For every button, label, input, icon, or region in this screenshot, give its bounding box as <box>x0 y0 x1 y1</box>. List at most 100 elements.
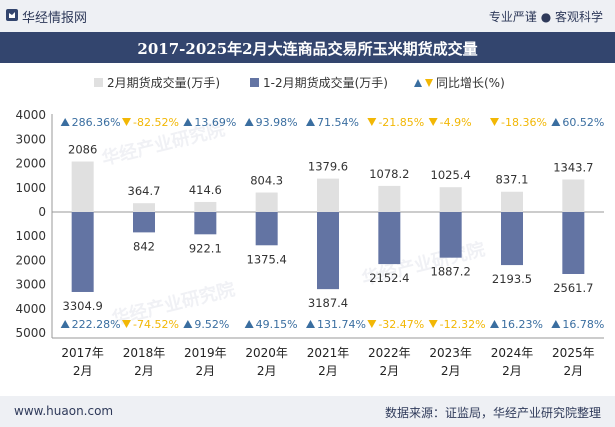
data-label-feb: 1025.4 <box>431 168 471 182</box>
data-label-cum: 2193.5 <box>492 272 532 286</box>
growth-triangle-cum <box>183 320 193 328</box>
data-label-cum: 922.1 <box>189 241 222 255</box>
growth-triangle-feb <box>490 118 499 126</box>
growth-label-feb: 93.98% <box>256 116 298 129</box>
data-label-feb: 804.3 <box>250 174 283 188</box>
legend-up-triangle-icon <box>414 79 422 87</box>
legend-label-feb: 2月期货成交量(万手) <box>107 76 220 90</box>
legend: 2月期货成交量(万手) 1-2月期货成交量(万手) 同比增长(%) <box>0 74 615 92</box>
bar-cum <box>133 212 155 233</box>
growth-triangle-cum <box>428 320 438 328</box>
x-tick-label-year: 2017年 <box>61 346 104 360</box>
y-tick-label: 3000 <box>15 278 46 292</box>
data-label-cum: 3304.9 <box>63 299 103 313</box>
growth-triangle-feb <box>428 118 438 126</box>
legend-swatch-cum <box>250 78 259 87</box>
growth-triangle-feb <box>367 118 377 126</box>
growth-label-cum: -12.32% <box>440 318 486 331</box>
footer-url[interactable]: www.huaon.com <box>14 404 114 418</box>
bar-feb <box>194 201 217 212</box>
x-tick-label-year: 2023年 <box>429 346 472 360</box>
growth-triangle-cum <box>490 320 499 328</box>
chart-title: 2017-2025年2月大连商品交易所玉米期货成交量 <box>137 40 478 58</box>
growth-label-feb: -18.36% <box>501 116 547 129</box>
growth-triangle-cum <box>367 320 377 328</box>
x-tick-label-month: 2月 <box>380 364 400 378</box>
legend-item-growth: 同比增长(%) <box>414 74 505 91</box>
bar-cum <box>378 212 401 265</box>
growth-label-feb: -21.85% <box>378 116 424 129</box>
y-tick-label: 0 <box>38 205 46 219</box>
growth-label-cum: 49.15% <box>256 318 298 331</box>
legend-label-growth: 同比增长(%) <box>436 76 505 90</box>
y-tick-label: 2000 <box>15 253 46 267</box>
growth-triangle-cum <box>551 320 561 328</box>
growth-label-cum: 16.23% <box>501 318 543 331</box>
y-tick-label: 5000 <box>15 326 46 340</box>
growth-triangle-feb <box>244 118 254 126</box>
x-tick-label-year: 2021年 <box>307 346 350 360</box>
y-tick-label: 1000 <box>15 181 46 195</box>
brand-logo-icon <box>6 9 18 21</box>
data-label-feb: 1078.2 <box>369 167 409 181</box>
y-tick-label: 1000 <box>15 229 46 243</box>
growth-label-feb: 286.36% <box>72 116 121 129</box>
legend-swatch-feb <box>94 78 103 87</box>
bar-cum <box>255 212 278 246</box>
y-tick-label: 4000 <box>15 302 46 316</box>
bar-cum <box>71 212 94 292</box>
data-label-feb: 2086 <box>68 143 97 157</box>
x-tick-label-month: 2月 <box>564 364 584 378</box>
bar-feb <box>501 191 523 212</box>
top-bar <box>0 0 615 32</box>
data-label-feb: 837.1 <box>496 173 529 187</box>
legend-item-cum: 1-2月期货成交量(万手) <box>250 74 388 91</box>
legend-down-triangle-icon <box>425 79 433 87</box>
legend-label-cum: 1-2月期货成交量(万手) <box>263 76 388 90</box>
bar-feb <box>71 161 94 212</box>
growth-triangle-cum <box>122 320 131 328</box>
growth-label-cum: 16.78% <box>562 318 604 331</box>
data-label-feb: 414.6 <box>189 183 222 197</box>
growth-label-feb: -4.9% <box>440 116 472 129</box>
title-bar <box>0 32 615 63</box>
growth-label-cum: -32.47% <box>378 318 424 331</box>
x-tick-label-month: 2月 <box>134 364 154 378</box>
data-label-cum: 2152.4 <box>369 271 409 285</box>
x-tick-label-month: 2月 <box>318 364 338 378</box>
x-tick-label-year: 2019年 <box>184 346 227 360</box>
legend-item-feb: 2月期货成交量(万手) <box>94 74 220 91</box>
bar-feb <box>255 192 278 212</box>
data-label-cum: 2561.7 <box>553 281 593 295</box>
brand-name: 华经情报网 <box>22 11 88 26</box>
bar-feb <box>133 203 155 212</box>
growth-label-cum: 131.74% <box>317 318 366 331</box>
growth-label-feb: 71.54% <box>317 116 359 129</box>
growth-triangle-feb <box>60 118 70 126</box>
y-tick-label: 2000 <box>15 157 46 171</box>
bar-feb <box>317 178 339 212</box>
bar-feb <box>439 187 462 212</box>
bar-cum <box>562 212 585 274</box>
x-tick-label-year: 2024年 <box>491 346 534 360</box>
y-tick-label: 3000 <box>15 132 46 146</box>
x-tick-label-month: 2月 <box>502 364 522 378</box>
growth-triangle-cum <box>306 320 315 328</box>
bar-cum <box>194 212 217 235</box>
data-label-cum: 1375.4 <box>247 252 287 266</box>
data-label-cum: 842 <box>133 239 155 253</box>
growth-label-feb: -82.52% <box>133 116 179 129</box>
tagline: 专业严谨 ● 客观科学 <box>488 10 603 24</box>
growth-label-cum: 9.52% <box>194 318 229 331</box>
growth-triangle-cum <box>244 320 254 328</box>
data-label-feb: 1379.6 <box>308 160 348 174</box>
growth-label-feb: 60.52% <box>562 116 604 129</box>
bar-cum <box>317 212 339 290</box>
y-tick-label: 4000 <box>15 108 46 122</box>
growth-triangle-feb <box>122 118 131 126</box>
growth-triangle-feb <box>551 118 561 126</box>
bar-feb <box>378 185 401 212</box>
data-label-feb: 1343.7 <box>553 160 593 174</box>
x-tick-label-year: 2018年 <box>123 346 166 360</box>
